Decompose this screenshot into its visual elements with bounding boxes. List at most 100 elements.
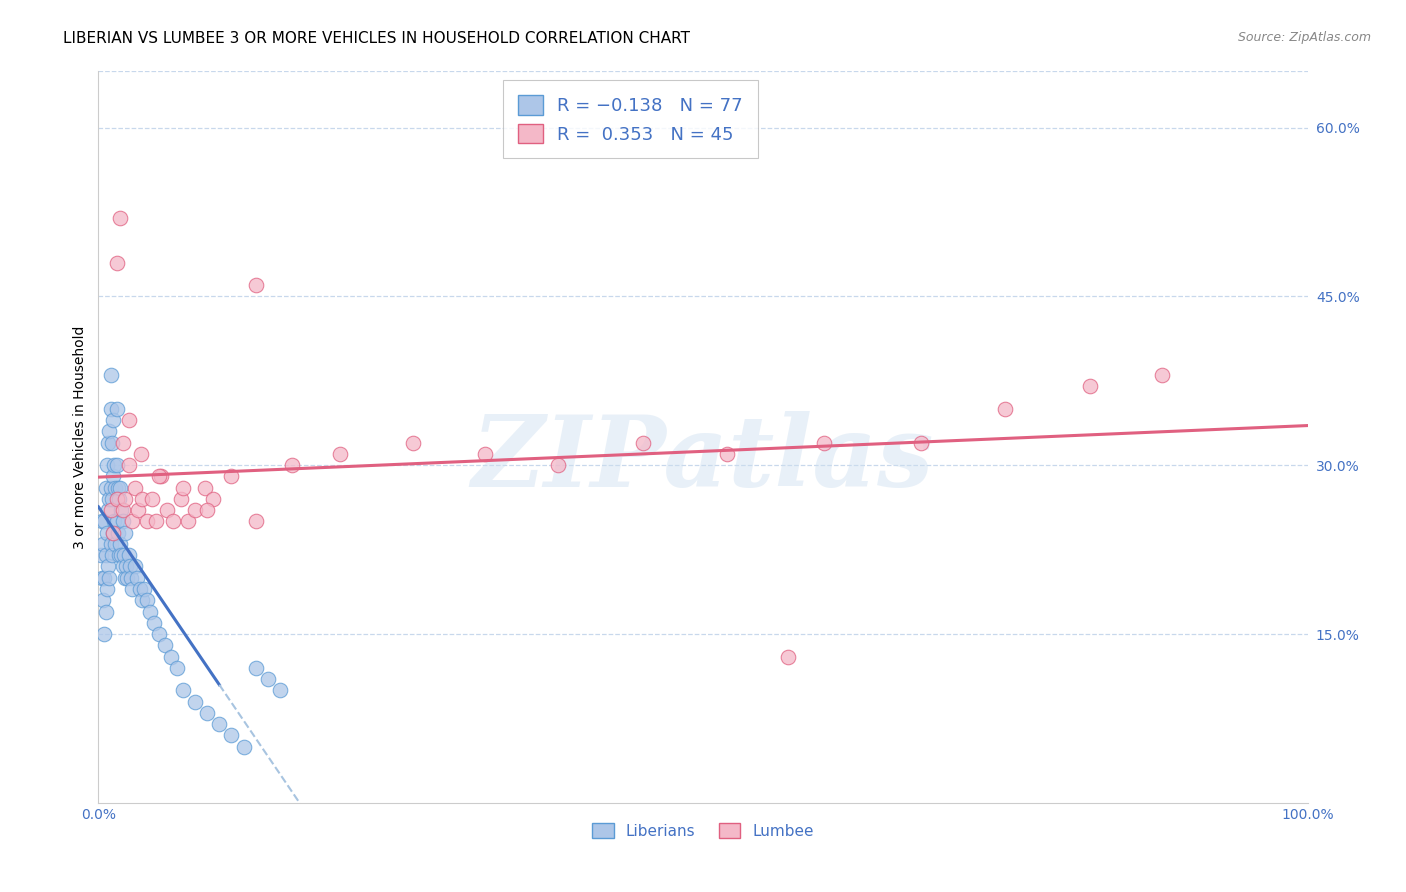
Point [143, 615, 166, 630]
Point [101, 525, 124, 540]
Point [120, 571, 142, 585]
Point [107, 525, 129, 540]
Point [245, 278, 267, 293]
Point [105, 401, 128, 416]
Point [221, 728, 243, 742]
Point [281, 458, 304, 473]
Text: Source: ZipAtlas.com: Source: ZipAtlas.com [1237, 31, 1371, 45]
Y-axis label: 3 or more Vehicles in Household: 3 or more Vehicles in Household [73, 326, 87, 549]
Point [153, 638, 176, 652]
Point [139, 605, 162, 619]
Point [97, 435, 120, 450]
Point [108, 491, 131, 506]
Point [118, 548, 141, 562]
Point [114, 491, 136, 506]
Point [105, 491, 128, 506]
Point [96, 582, 118, 596]
Point [118, 413, 141, 427]
Point [107, 481, 129, 495]
Point [121, 515, 143, 529]
Point [111, 435, 134, 450]
Point [124, 559, 146, 574]
Point [94, 548, 117, 562]
Point [117, 571, 139, 585]
Point [232, 739, 254, 754]
Point [97, 503, 120, 517]
Point [145, 515, 167, 529]
Point [402, 435, 425, 450]
Point [245, 661, 267, 675]
Point [100, 503, 122, 517]
Point [118, 458, 141, 473]
Point [108, 211, 131, 225]
Point [108, 548, 131, 562]
Point [118, 559, 141, 574]
Point [101, 413, 124, 427]
Point [114, 525, 136, 540]
Text: ZIPatlas: ZIPatlas [472, 411, 934, 508]
Point [1152, 368, 1174, 383]
Point [994, 401, 1017, 416]
Point [112, 548, 135, 562]
Point [100, 537, 122, 551]
Point [172, 481, 194, 495]
Text: LIBERIAN VS LUMBEE 3 OR MORE VEHICLES IN HOUSEHOLD CORRELATION CHART: LIBERIAN VS LUMBEE 3 OR MORE VEHICLES IN… [63, 31, 690, 46]
Point [93, 571, 115, 585]
Point [150, 469, 173, 483]
Point [202, 491, 225, 506]
Point [94, 481, 117, 495]
Point [148, 469, 170, 483]
Point [105, 255, 128, 269]
Point [100, 491, 122, 506]
Point [91, 515, 114, 529]
Point [221, 469, 243, 483]
Point [124, 481, 146, 495]
Point [329, 447, 352, 461]
Point [100, 401, 122, 416]
Point [177, 515, 200, 529]
Point [172, 683, 194, 698]
Point [195, 503, 218, 517]
Point [131, 491, 153, 506]
Point [195, 706, 218, 720]
Point [111, 515, 134, 529]
Point [108, 537, 131, 551]
Point [134, 582, 156, 596]
Point [1078, 379, 1101, 393]
Point [631, 435, 654, 450]
Point [131, 593, 153, 607]
Point [105, 458, 128, 473]
Point [716, 447, 738, 461]
Point [208, 717, 231, 731]
Point [105, 515, 128, 529]
Point [101, 469, 124, 483]
Point [100, 368, 122, 383]
Point [194, 481, 217, 495]
Point [135, 515, 157, 529]
Point [148, 627, 170, 641]
Point [94, 605, 117, 619]
Point [97, 559, 120, 574]
Legend: Liberians, Lumbee: Liberians, Lumbee [585, 815, 821, 847]
Point [103, 458, 125, 473]
Point [100, 435, 122, 450]
Point [135, 593, 157, 607]
Point [93, 627, 115, 641]
Point [115, 559, 138, 574]
Point [127, 571, 149, 585]
Point [110, 548, 132, 562]
Point [91, 593, 114, 607]
Point [813, 435, 835, 450]
Point [98, 571, 121, 585]
Point [103, 515, 125, 529]
Point [96, 525, 118, 540]
Point [162, 515, 184, 529]
Point [166, 661, 188, 675]
Point [90, 548, 112, 562]
Point [101, 525, 124, 540]
Point [776, 649, 799, 664]
Point [98, 425, 121, 439]
Point [108, 481, 131, 495]
Point [96, 458, 118, 473]
Point [91, 571, 114, 585]
